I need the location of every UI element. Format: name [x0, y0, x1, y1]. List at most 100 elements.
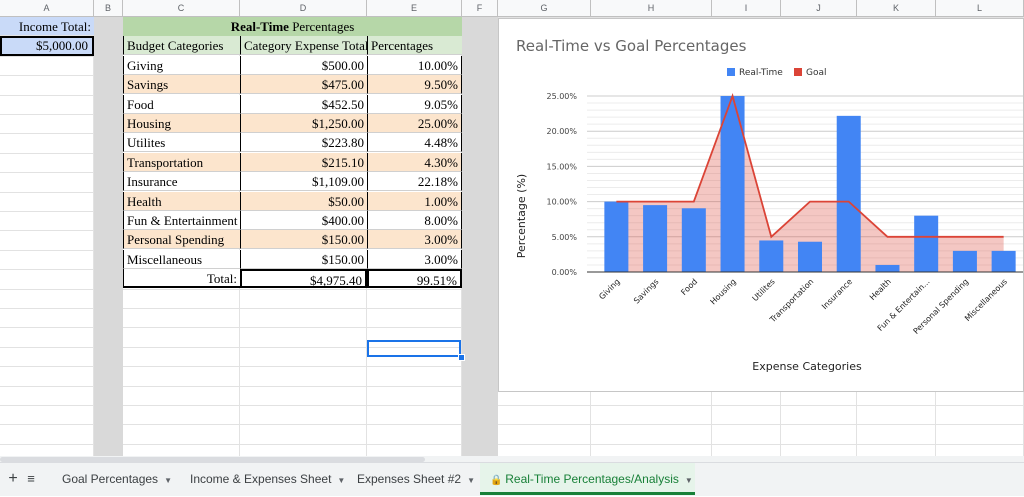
category-cell[interactable]: Transportation	[123, 153, 240, 172]
x-tick-label: Utilites	[751, 277, 777, 303]
header-percent[interactable]: Percentages	[367, 36, 462, 55]
legend-swatch-goal	[794, 68, 802, 76]
column-header-f[interactable]: F	[462, 0, 498, 17]
bar-realtime[interactable]	[604, 201, 629, 272]
column-header-k[interactable]: K	[857, 0, 936, 17]
column-header-g[interactable]: G	[498, 0, 591, 17]
category-cell[interactable]: Health	[123, 192, 240, 211]
category-cell[interactable]: Housing	[123, 114, 240, 133]
x-tick-label: Savings	[632, 277, 660, 305]
percentage-cell-text: 9.05%	[424, 97, 458, 112]
add-sheet-button[interactable]: +	[8, 470, 18, 487]
expense-total-cell[interactable]: $1,109.00	[240, 172, 367, 191]
header-total-text: Category Expense Total	[244, 38, 367, 53]
bar-realtime[interactable]	[643, 205, 668, 272]
all-sheets-menu-icon[interactable]: ≡	[27, 471, 35, 486]
lock-icon: 🔒	[490, 475, 506, 486]
row-gridline	[0, 444, 1024, 445]
percentage-cell[interactable]: 25.00%	[367, 114, 462, 133]
income-label-cell[interactable]: Income Total:	[0, 17, 94, 36]
expense-total-cell[interactable]: $1,250.00	[240, 114, 367, 133]
percentage-cell-text: 25.00%	[417, 116, 458, 131]
expense-total-cell[interactable]: $150.00	[240, 230, 367, 249]
bar-realtime[interactable]	[681, 208, 706, 272]
category-cell[interactable]: Utilites	[123, 133, 240, 152]
percentage-cell-text: 8.00%	[424, 213, 458, 228]
column-header-c[interactable]: C	[123, 0, 240, 17]
expense-total-cell[interactable]: $475.00	[240, 75, 367, 94]
header-category[interactable]: Budget Categories	[123, 36, 240, 55]
column-header-j[interactable]: J	[781, 0, 857, 17]
category-cell-text: Housing	[127, 116, 172, 131]
percentage-cell[interactable]: 9.50%	[367, 75, 462, 94]
column-header-h[interactable]: H	[591, 0, 712, 17]
chart-container[interactable]: Real-Time vs Goal Percentages Real-Time Go…	[498, 18, 1024, 392]
total-label-cell[interactable]: Total:	[123, 269, 240, 288]
sheet-tab-3[interactable]: 🔒 Real-Time Percentages/Analysis ▼	[480, 463, 695, 495]
expense-total-cell[interactable]: $50.00	[240, 192, 367, 211]
percentage-cell[interactable]: 3.00%	[367, 230, 462, 249]
x-tick-label: Food	[679, 277, 699, 297]
table-title-bold: Real-Time	[230, 19, 289, 34]
percentage-cell-text: 3.00%	[424, 252, 458, 267]
category-cell[interactable]: Giving	[123, 56, 240, 75]
column-header-i[interactable]: I	[712, 0, 781, 17]
horizontal-scrollbar-track[interactable]	[0, 456, 1024, 462]
category-cell[interactable]: Insurance	[123, 172, 240, 191]
total-value-cell[interactable]: $4,975.40	[240, 269, 367, 288]
percentage-cell[interactable]: 10.00%	[367, 56, 462, 75]
expense-total-cell-text: $452.50	[321, 97, 364, 112]
sheet-tab-label: Real-Time Percentages/Analysis	[505, 472, 679, 486]
expense-total-cell[interactable]: $223.80	[240, 133, 367, 152]
category-cell[interactable]: Miscellaneous	[123, 250, 240, 269]
header-total[interactable]: Category Expense Total	[240, 36, 367, 55]
sheet-tab-1[interactable]: Income & Expenses Sheet ▼	[180, 463, 347, 495]
selected-cell-outline[interactable]	[367, 340, 461, 357]
sheet-tab-2[interactable]: Expenses Sheet #2 ▼	[347, 463, 480, 495]
total-pct-cell[interactable]: 99.51%	[367, 269, 462, 288]
goal-area	[616, 96, 1004, 272]
bar-realtime[interactable]	[991, 250, 1016, 272]
percentage-cell[interactable]: 3.00%	[367, 250, 462, 269]
bar-realtime[interactable]	[759, 240, 784, 272]
expense-total-cell[interactable]: $150.00	[240, 250, 367, 269]
sheet-tab-0[interactable]: Goal Percentages ▼	[52, 463, 180, 495]
income-value-cell[interactable]: $5,000.00	[0, 36, 94, 56]
x-axis-title: Expense Categories	[752, 360, 862, 373]
x-tick-label: Giving	[597, 277, 621, 301]
bar-realtime[interactable]	[720, 96, 745, 272]
chevron-down-icon: ▼	[684, 476, 693, 485]
bar-realtime[interactable]	[797, 241, 823, 272]
column-header-a[interactable]: A	[0, 0, 94, 17]
table-title-cell[interactable]: Real-Time Percentages	[123, 17, 462, 37]
percentage-cell-text: 3.00%	[424, 232, 458, 247]
category-cell[interactable]: Fun & Entertainment	[123, 211, 240, 230]
expense-total-cell[interactable]: $452.50	[240, 95, 367, 114]
bar-realtime[interactable]	[875, 264, 900, 272]
fill-handle[interactable]	[458, 354, 465, 361]
percentage-cell[interactable]: 1.00%	[367, 192, 462, 211]
expense-total-cell-text: $500.00	[321, 58, 364, 73]
column-header-l[interactable]: L	[936, 0, 1024, 17]
column-header-e[interactable]: E	[367, 0, 462, 17]
bar-realtime[interactable]	[836, 115, 861, 272]
horizontal-scrollbar-thumb[interactable]	[0, 457, 425, 462]
bar-realtime[interactable]	[952, 250, 977, 272]
category-cell[interactable]: Savings	[123, 75, 240, 94]
percentage-cell[interactable]: 22.18%	[367, 172, 462, 191]
column-header-b[interactable]: B	[94, 0, 123, 17]
column-f-fill	[462, 17, 498, 462]
category-cell[interactable]: Food	[123, 95, 240, 114]
bar-realtime[interactable]	[914, 215, 939, 272]
expense-total-cell[interactable]: $500.00	[240, 56, 367, 75]
percentage-cell[interactable]: 9.05%	[367, 95, 462, 114]
percentage-cell[interactable]: 8.00%	[367, 211, 462, 230]
expense-total-cell[interactable]: $400.00	[240, 211, 367, 230]
expense-total-cell[interactable]: $215.10	[240, 153, 367, 172]
category-cell[interactable]: Personal Spending	[123, 230, 240, 249]
percentage-cell[interactable]: 4.30%	[367, 153, 462, 172]
header-percent-text: Percentages	[371, 38, 434, 53]
percentage-cell[interactable]: 4.48%	[367, 133, 462, 152]
column-header-d[interactable]: D	[240, 0, 367, 17]
